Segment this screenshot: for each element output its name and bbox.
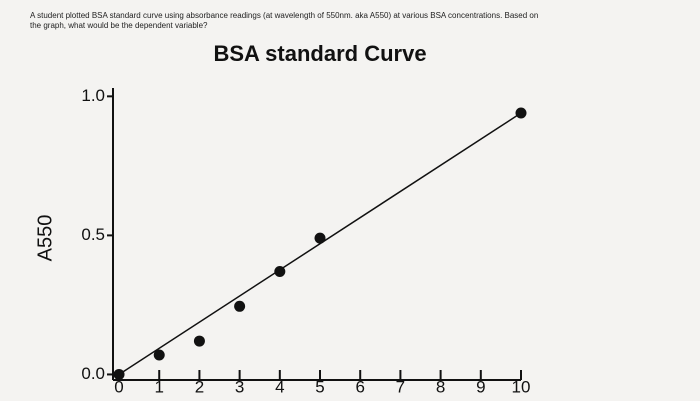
data-point	[314, 232, 326, 244]
x-tick-label: 8	[436, 377, 445, 396]
x-tick-label: 6	[355, 377, 364, 396]
x-tick-label: 1	[154, 377, 163, 396]
x-tick-label: 0	[114, 377, 123, 396]
y-axis-label: A550	[34, 215, 56, 262]
x-tick-label: 5	[315, 377, 324, 396]
question-line: the graph, what would be the dependent v…	[30, 21, 208, 30]
x-tick-label: 2	[195, 377, 204, 396]
data-point	[515, 107, 527, 119]
data-point	[274, 266, 286, 278]
y-tick-label: 0.5	[81, 225, 105, 244]
data-point	[113, 368, 125, 380]
data-point	[153, 349, 165, 361]
trendline	[118, 112, 522, 376]
question-line: A student plotted BSA standard curve usi…	[30, 11, 539, 20]
x-tick-label: 10	[512, 377, 531, 396]
data-point	[234, 300, 246, 312]
x-tick-label: 7	[396, 377, 405, 396]
y-tick-label: 0.0	[81, 364, 105, 383]
y-tick-label: 1.0	[81, 86, 105, 105]
x-tick-label: 3	[235, 377, 244, 396]
x-tick-label: 9	[476, 377, 485, 396]
data-point	[193, 335, 205, 347]
x-tick-label: 4	[275, 377, 284, 396]
chart-title: BSA standard Curve	[213, 41, 426, 66]
